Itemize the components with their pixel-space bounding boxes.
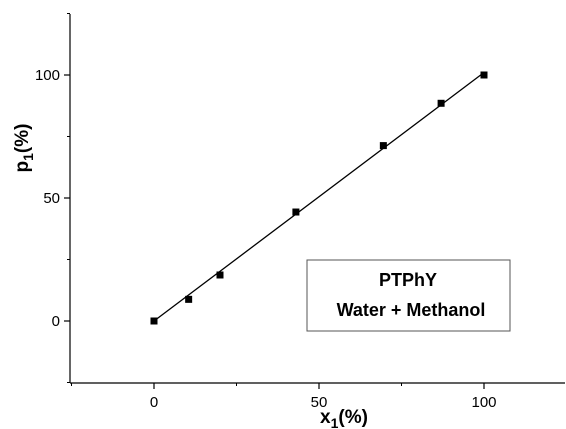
x-axis-title-rest: (%)	[338, 407, 368, 428]
y-axis-title: p1(%)	[12, 124, 36, 173]
y-axis-title-rest: (%)	[12, 124, 33, 154]
fit-line	[153, 72, 485, 322]
fit-line-group	[153, 72, 485, 322]
x-axis-title: x1(%)	[320, 407, 368, 429]
data-point	[216, 271, 224, 279]
x-axis-title-sub: 1	[331, 415, 339, 429]
legend-line-2: Water + Methanol	[337, 300, 486, 320]
y-tick-label: 50	[43, 190, 60, 207]
x-tick-label: 0	[150, 394, 158, 411]
x-tick-label: 100	[471, 394, 496, 411]
x-axis-title-main: x	[320, 407, 331, 428]
x-tick-label: 50	[311, 394, 328, 411]
y-tick-label: 0	[52, 313, 60, 330]
data-point	[150, 317, 158, 325]
data-points	[150, 71, 488, 325]
data-point	[480, 71, 488, 79]
data-point	[292, 208, 300, 216]
ticks: 0 50 100 0 50 100	[35, 13, 497, 411]
y-axis-title-main: p	[12, 161, 33, 173]
data-point	[185, 295, 193, 303]
data-point	[437, 99, 445, 107]
data-point	[379, 142, 387, 150]
y-tick-label: 100	[35, 67, 60, 84]
legend: PTPhY Water + Methanol	[306, 259, 511, 332]
legend-box	[306, 259, 511, 332]
y-axis-title-sub: 1	[20, 153, 36, 161]
legend-line-1: PTPhY	[379, 270, 437, 290]
